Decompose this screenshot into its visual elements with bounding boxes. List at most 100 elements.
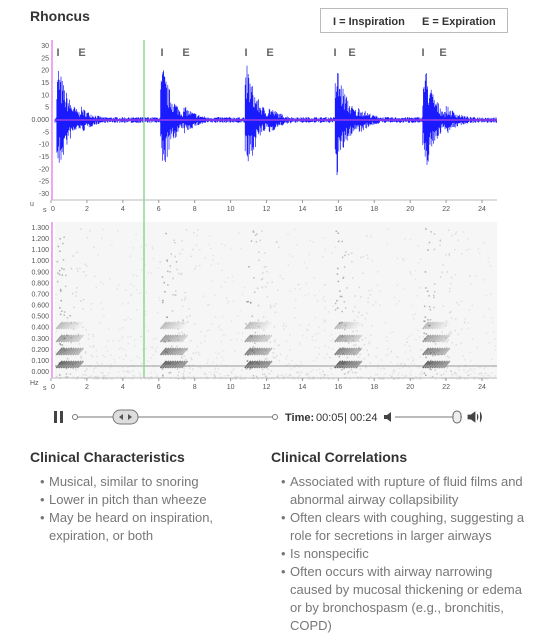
noise-dot xyxy=(454,273,457,276)
noise-dot xyxy=(481,378,484,380)
noise-dot xyxy=(221,269,223,272)
noise-dot xyxy=(351,371,354,374)
noise-dot xyxy=(433,340,435,343)
noise-dot xyxy=(479,367,481,369)
noise-dot xyxy=(83,271,85,273)
noise-dot xyxy=(345,251,347,253)
noise-dot xyxy=(217,326,220,329)
noise-dot xyxy=(241,293,244,296)
pause-button[interactable] xyxy=(54,411,57,423)
noise-dot xyxy=(352,277,354,279)
noise-dot xyxy=(423,305,426,308)
noise-dot xyxy=(390,375,393,378)
noise-dot xyxy=(359,348,361,351)
heading: Clinical Characteristics xyxy=(30,449,185,465)
noise-dot xyxy=(192,368,194,370)
noise-dot xyxy=(367,301,369,304)
noise-dot xyxy=(96,361,98,364)
noise-dot xyxy=(112,340,114,342)
noise-dot xyxy=(293,307,296,309)
noise-dot xyxy=(447,229,450,231)
noise-dot xyxy=(359,353,361,355)
noise-dot xyxy=(457,333,459,336)
harmonic xyxy=(162,360,170,369)
noise-dot xyxy=(92,335,95,338)
noise-dot xyxy=(304,294,307,297)
harmonic xyxy=(178,347,186,356)
noise-dot xyxy=(220,363,223,365)
harmonic xyxy=(350,334,358,343)
noise-dot xyxy=(59,313,62,316)
harmonic xyxy=(256,321,264,330)
list-item: Musical, similar to snoring xyxy=(40,473,255,491)
harmonic xyxy=(72,360,80,369)
harmonic xyxy=(171,347,179,356)
heading: Clinical Correlations xyxy=(271,449,408,465)
harmonic xyxy=(343,347,351,356)
noise-dot xyxy=(96,378,99,380)
phase-marker: I xyxy=(244,47,247,59)
harmonic xyxy=(162,334,170,343)
noise-dot xyxy=(385,336,388,338)
harmonic xyxy=(164,321,172,330)
noise-dot xyxy=(353,354,355,356)
noise-dot xyxy=(483,242,485,244)
y-tick-label: 0.100 xyxy=(31,358,49,365)
noise-dot xyxy=(278,359,281,362)
mute-button[interactable] xyxy=(384,412,391,422)
noise-dot xyxy=(446,341,448,343)
noise-dot xyxy=(162,299,164,302)
noise-dot xyxy=(86,236,89,239)
noise-dot xyxy=(380,378,383,380)
harmonic xyxy=(173,360,182,369)
noise-dot xyxy=(437,354,439,356)
y-tick-label: 15 xyxy=(41,80,49,87)
harmonic xyxy=(74,334,82,343)
noise-dot xyxy=(474,378,476,380)
noise-dot xyxy=(65,376,67,378)
noise-dot xyxy=(70,337,73,339)
volume-max-button[interactable] xyxy=(467,411,482,423)
noise-dot xyxy=(450,282,452,285)
noise-dot xyxy=(337,232,339,234)
noise-dot xyxy=(429,308,432,311)
seek-knob[interactable] xyxy=(112,409,139,425)
noise-dot xyxy=(345,339,347,342)
noise-dot xyxy=(331,373,333,375)
noise-dot xyxy=(419,376,421,378)
noise-dot xyxy=(263,329,265,331)
noise-dot xyxy=(190,255,192,258)
noise-dot xyxy=(75,295,77,297)
seek-icon xyxy=(119,414,132,420)
harmonic xyxy=(338,321,347,330)
harmonic xyxy=(431,347,439,356)
noise-dot xyxy=(370,376,372,378)
volume-knob[interactable] xyxy=(452,410,462,424)
noise-dot xyxy=(111,244,113,246)
noise-dot xyxy=(425,228,427,230)
harmonic xyxy=(169,321,177,330)
noise-dot xyxy=(348,342,350,344)
noise-dot xyxy=(249,368,251,370)
noise-dot xyxy=(59,307,61,309)
noise-dot xyxy=(299,344,302,346)
harmonic xyxy=(169,360,177,369)
pause-button[interactable] xyxy=(60,411,63,423)
noise-dot xyxy=(445,325,447,327)
noise-dot xyxy=(90,375,93,377)
harmonic xyxy=(424,334,432,343)
noise-dot xyxy=(420,377,422,380)
y-tick-label: 1.300 xyxy=(31,225,49,232)
noise-dot xyxy=(209,235,211,237)
noise-dot xyxy=(412,314,414,316)
noise-dot xyxy=(442,305,445,308)
noise-dot xyxy=(220,286,223,288)
noise-dot xyxy=(404,238,406,240)
noise-dot xyxy=(88,376,91,378)
harmonic xyxy=(443,334,451,343)
noise-dot xyxy=(318,347,320,349)
harmonic xyxy=(345,360,354,369)
noise-dot xyxy=(177,321,180,323)
noise-dot xyxy=(277,344,279,347)
noise-dot xyxy=(178,371,180,373)
